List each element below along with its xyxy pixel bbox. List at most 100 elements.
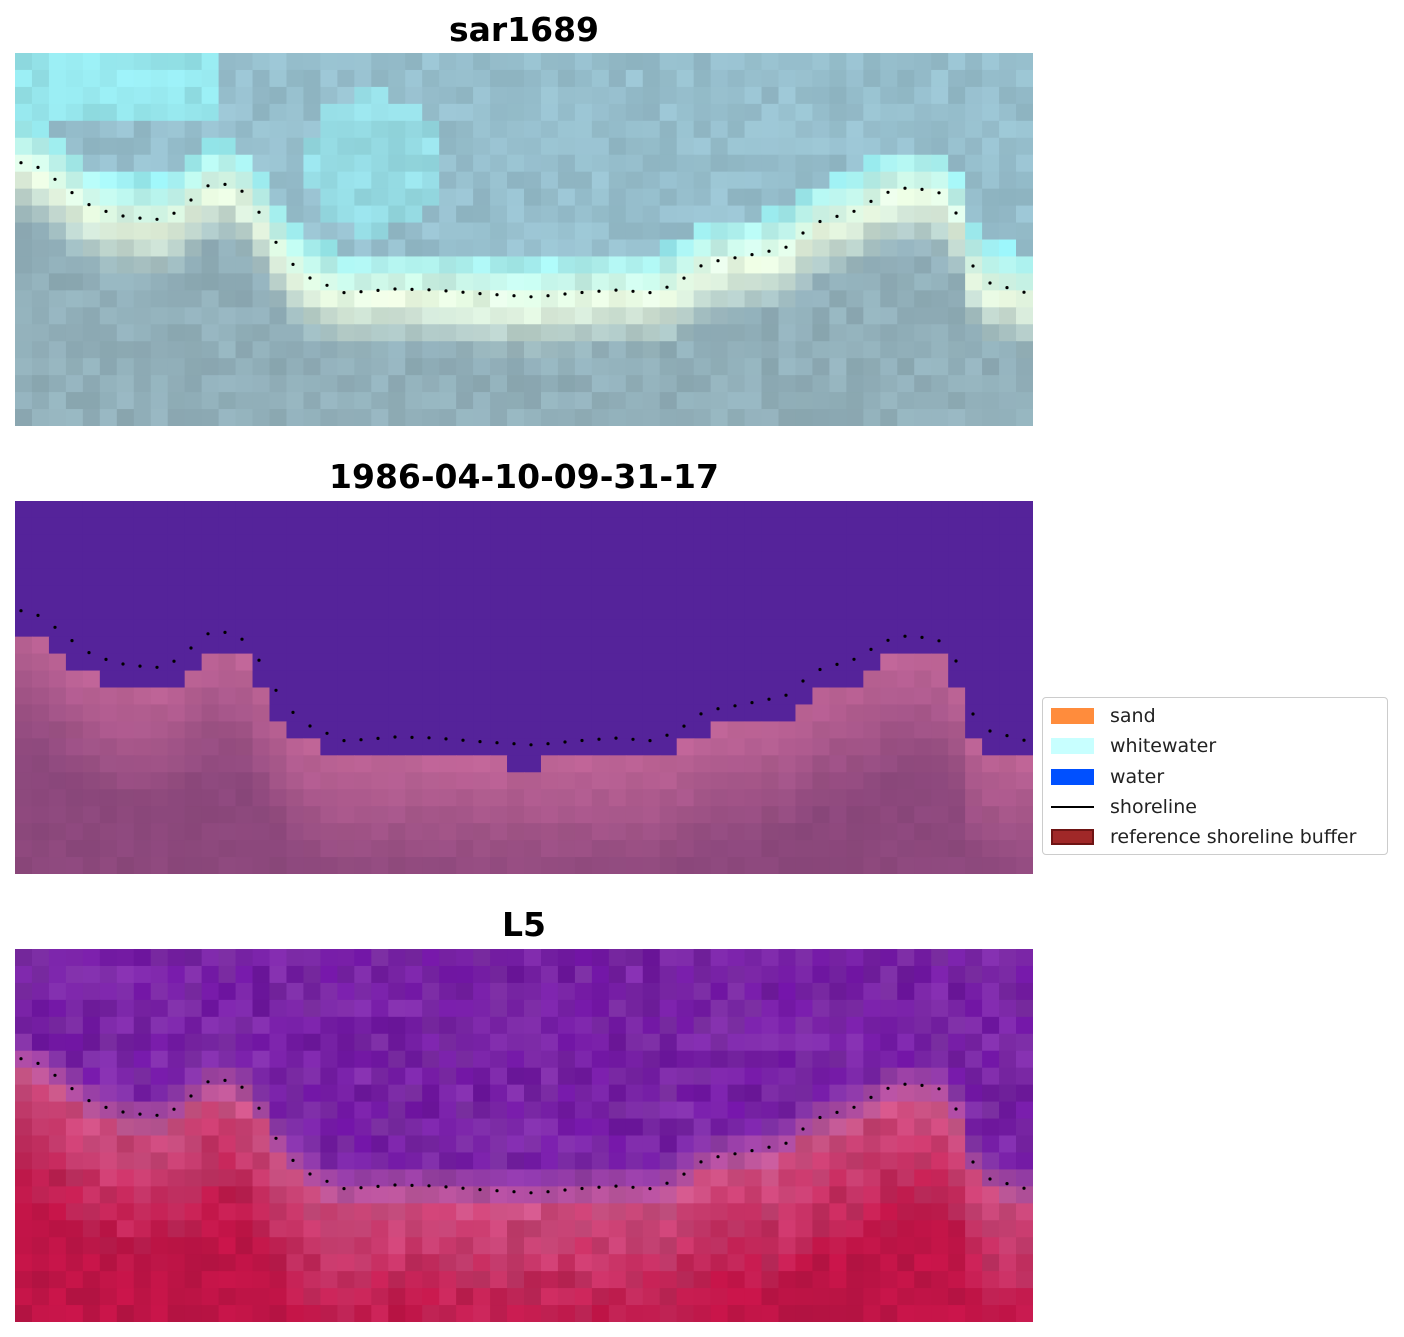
shoreline-dot: [767, 1145, 771, 1149]
shoreline-dot: [1022, 1186, 1026, 1190]
shoreline-dot: [988, 281, 992, 285]
shoreline-dot: [257, 210, 261, 214]
shoreline-dot: [631, 737, 635, 741]
panel-title-index: L5: [502, 905, 546, 944]
shoreline-dot: [937, 639, 941, 643]
shoreline-dot: [665, 733, 669, 737]
shoreline-dot: [750, 1149, 754, 1153]
shoreline-dot: [495, 293, 499, 297]
shoreline-dot: [172, 211, 176, 215]
shoreline-dot: [19, 609, 23, 613]
legend-label: sand: [1110, 705, 1156, 727]
shoreline-dot: [121, 1110, 125, 1114]
shoreline-dot: [512, 742, 516, 746]
shoreline-dot: [597, 1185, 601, 1189]
shoreline-dot: [563, 1188, 567, 1192]
shoreline-dot: [716, 1155, 720, 1159]
shoreline-dot: [546, 1190, 550, 1194]
shoreline-dot: [104, 209, 108, 213]
shoreline-dot: [206, 632, 210, 636]
whitewater-swatch: [1051, 738, 1094, 754]
index-image-pixels: [15, 949, 1033, 1322]
shoreline-dot: [291, 1158, 295, 1162]
shoreline-dot: [665, 1181, 669, 1185]
legend-label: whitewater: [1110, 735, 1217, 757]
shoreline-dot: [580, 290, 584, 295]
shoreline-dot: [512, 1190, 516, 1194]
shoreline-dot: [648, 739, 652, 743]
shoreline-dot: [886, 190, 890, 194]
shoreline-dot: [971, 712, 975, 716]
shoreline-dot: [1005, 734, 1009, 738]
shoreline-dot: [631, 289, 635, 293]
shoreline-dot: [478, 292, 482, 296]
shoreline-dot: [427, 288, 431, 292]
shoreline-dot: [733, 704, 737, 708]
shoreline-dot: [614, 1184, 618, 1188]
panel-title-rgb: sar1689: [448, 10, 600, 49]
shoreline-dot: [189, 1094, 193, 1098]
shoreline-dot: [750, 701, 754, 705]
buffer-swatch: [1051, 829, 1094, 845]
shoreline-dot: [563, 740, 567, 744]
shoreline-dot: [172, 1107, 176, 1111]
shoreline-dot: [597, 737, 601, 741]
shoreline-dot: [36, 165, 40, 169]
shoreline-dot: [988, 729, 992, 733]
shoreline-dot: [104, 657, 108, 661]
shoreline-dot: [393, 1183, 397, 1187]
shoreline-dot: [121, 662, 125, 666]
shoreline-dot: [376, 1184, 380, 1188]
shoreline-dot: [70, 191, 74, 195]
shoreline-dot: [410, 1183, 414, 1187]
index-image-panel: [15, 949, 1033, 1322]
shoreline-dot: [767, 697, 771, 701]
shoreline-dot: [852, 209, 856, 213]
legend-label: water: [1110, 766, 1165, 788]
shoreline-dot: [172, 659, 176, 663]
shoreline-dot: [36, 1061, 40, 1065]
shoreline-dot: [512, 294, 516, 298]
shoreline-dot: [87, 1099, 91, 1103]
shoreline-dot: [308, 1172, 312, 1176]
shoreline-dot: [223, 630, 227, 634]
shoreline-dot: [461, 738, 465, 742]
shoreline-dot: [1022, 290, 1026, 294]
shoreline-dot: [53, 625, 57, 629]
shoreline-dot: [1005, 286, 1009, 290]
shoreline-dot: [784, 245, 788, 249]
shoreline-dot: [257, 1106, 261, 1110]
rgb-image-pixels: [15, 53, 1033, 426]
shoreline-dot: [614, 736, 618, 740]
shoreline-dot: [954, 211, 958, 215]
shoreline-dots: [19, 161, 1026, 299]
shoreline-dot: [852, 1105, 856, 1109]
panel-title-classified: 1986-04-10-09-31-17: [329, 457, 719, 496]
shoreline-dot: [70, 1087, 74, 1091]
legend-item-sand: sand: [1051, 703, 1156, 729]
shoreline-dot: [325, 731, 329, 735]
shoreline-dot: [903, 634, 907, 638]
shoreline-dot: [53, 177, 57, 181]
shoreline-dot: [750, 253, 754, 257]
shoreline-dot: [716, 259, 720, 263]
shoreline-dot: [869, 1095, 873, 1099]
shoreline-dot: [223, 1078, 227, 1082]
shoreline-dot: [733, 256, 737, 260]
shoreline-dot: [648, 1187, 652, 1191]
shoreline-dot: [19, 1057, 23, 1061]
legend-item-whitewater: whitewater: [1051, 733, 1216, 759]
shoreline-dot: [648, 291, 652, 295]
shoreline-dot: [19, 161, 23, 165]
shoreline-dot: [869, 199, 873, 203]
shoreline-dot: [410, 287, 414, 291]
shoreline-dot: [546, 742, 550, 746]
shoreline-dot: [87, 203, 91, 207]
water-swatch: [1051, 769, 1094, 785]
legend-item-shoreline: shoreline: [1051, 794, 1197, 820]
shoreline-dot: [852, 657, 856, 661]
shoreline-dot: [937, 191, 941, 195]
shoreline-dot: [206, 184, 210, 188]
classified-image-panel: [15, 501, 1033, 874]
shoreline-dot: [359, 1186, 363, 1190]
